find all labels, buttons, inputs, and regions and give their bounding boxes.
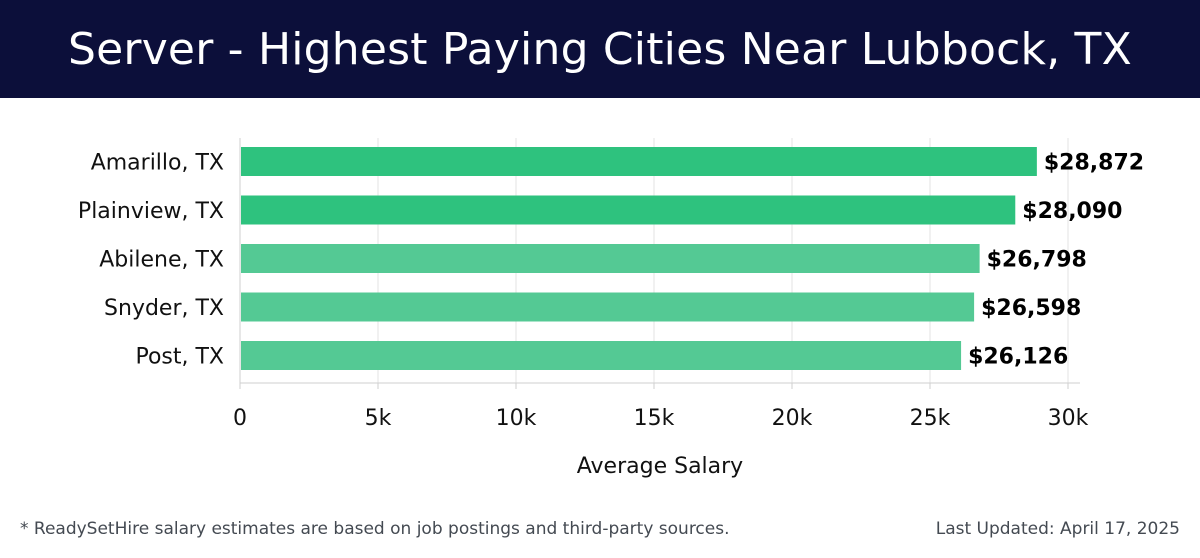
bar (241, 341, 962, 370)
category-label: Abilene, TX (99, 248, 224, 273)
x-tick-label: 15k (634, 406, 675, 431)
category-label: Amarillo, TX (91, 151, 224, 176)
page-title: Server - Highest Paying Cities Near Lubb… (68, 23, 1132, 75)
value-label: $28,872 (1044, 151, 1144, 176)
value-label: $26,598 (981, 296, 1081, 321)
x-tick-label: 30k (1048, 406, 1089, 431)
bar-chart: 0 5k 10k 15k 20k 25k 30k Amarillo, TX $28,872 Pla… (78, 138, 1144, 479)
last-updated: Last Updated: April 17, 2025 (935, 519, 1180, 539)
bar (241, 195, 1016, 225)
bar (241, 292, 975, 322)
x-tick-label: 25k (910, 406, 951, 431)
x-tick-label: 10k (496, 406, 537, 431)
value-label: $26,798 (987, 248, 1087, 273)
x-tick-label: 5k (365, 406, 392, 431)
category-label: Plainview, TX (78, 199, 224, 224)
bar (241, 244, 980, 273)
category-label: Snyder, TX (104, 296, 224, 321)
x-tick-label: 0 (233, 406, 247, 431)
x-axis-title: Average Salary (577, 454, 743, 479)
bar (241, 147, 1037, 176)
footnote: * ReadySetHire salary estimates are base… (20, 519, 730, 539)
value-label: $26,126 (968, 345, 1068, 370)
category-label: Post, TX (135, 345, 224, 370)
header-banner: Server - Highest Paying Cities Near Lubb… (0, 0, 1200, 98)
value-label: $28,090 (1022, 199, 1122, 224)
x-tick-label: 20k (772, 406, 813, 431)
